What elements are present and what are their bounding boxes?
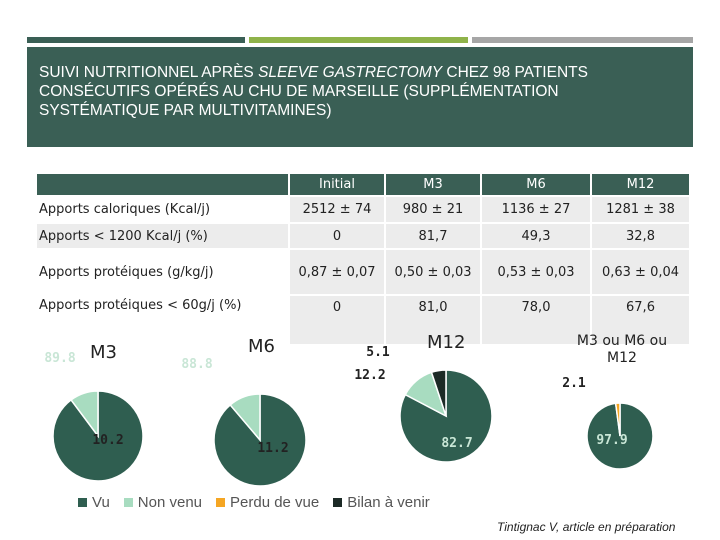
chart-title: M3 [90,342,117,363]
col-header: M12 [590,174,689,196]
col-header: Initial [288,174,385,196]
chart-legend: Vu Non venu Perdu de vue Bilan à venir [78,494,430,511]
row-label: Apports < 1200 Kcal/j (%) [37,222,289,249]
title-italic: SLEEVE GASTRECTOMY [258,64,443,81]
top-accent-bar-dark [27,37,245,43]
col-header: M6 [480,174,591,196]
table-cell: 81,0 [384,294,481,344]
pie-slice [430,369,447,417]
legend-label: Vu [92,494,110,511]
table-row: Apports caloriques (Kcal/j) 2512 ± 74 98… [37,195,689,223]
table-row: Apports < 1200 Kcal/j (%) 0 81,7 49,3 32… [37,222,689,249]
legend-label: Bilan à venir [347,494,430,511]
data-label: 2.1 [562,376,586,391]
data-label: 12.2 [354,368,385,383]
table-row: Apports protéiques (g/kg/j) 0,87 ± 0,07 … [37,248,689,295]
legend-item: Perdu de vue [216,494,319,511]
chart-title: M3 ou M6 ou M12 [577,333,667,366]
legend-swatch [78,498,87,507]
nutrition-table: Initial M3 M6 M12 Apports caloriques (Kc… [37,174,689,344]
table-cell: 0,53 ± 0,03 [480,248,591,295]
chart-title: M6 [248,336,275,357]
slide-title: SUIVI NUTRITIONNEL APRÈS SLEEVE GASTRECT… [27,47,693,147]
table-cell: 49,3 [480,222,591,249]
data-label: 5.1 [366,345,390,360]
table-cell: 32,8 [590,222,689,249]
table-header-row: Initial M3 M6 M12 [37,174,689,196]
table-row: Apports protéiques < 60g/j (%) 0 81,0 78… [37,294,689,344]
data-label: 10.2 [92,433,123,448]
table-cell: 78,0 [480,294,591,344]
table-cell: 2512 ± 74 [288,195,385,223]
legend-label: Non venu [137,494,203,511]
pie-slice [70,390,99,439]
legend-swatch [123,498,133,507]
col-header: M3 [384,174,481,196]
table-cell: 0,50 ± 0,03 [384,248,481,295]
table-cell: 67,6 [590,294,689,344]
pie-slice [229,393,261,443]
legend-swatch [333,498,343,507]
row-label: Apports caloriques (Kcal/j) [37,195,289,223]
data-label: 97.9 [596,433,627,448]
chart-title: M12 [427,332,465,353]
top-accent-bar-green [249,37,468,43]
table-cell: 0,63 ± 0,04 [590,248,689,295]
chart-title-line: M3 ou M6 ou [577,333,667,349]
legend-item: Non venu [123,494,203,511]
table-header-blank [37,174,289,196]
table-cell: 1281 ± 38 [590,195,689,223]
table-cell: 0 [288,294,385,344]
legend-item: Bilan à venir [333,494,430,511]
table-cell: 0 [288,222,385,249]
data-label: 11.2 [257,441,288,456]
table-cell: 0,87 ± 0,07 [288,248,385,295]
chart-title-line: M12 [607,350,637,366]
top-accent-bar-gray [472,37,693,43]
title-part1: SUIVI NUTRITIONNEL APRÈS [39,64,259,81]
data-label: 88.8 [181,357,212,372]
table-cell: 980 ± 21 [384,195,481,223]
source-credit: Tintignac V, article en préparation [497,520,676,534]
legend-label: Perdu de vue [230,494,320,511]
legend-swatch [216,498,226,507]
data-label: 82.7 [441,436,472,451]
legend-item: Vu [78,494,110,511]
pie-slice [614,402,621,437]
data-label: 89.8 [44,351,75,366]
table-cell: 1136 ± 27 [480,195,591,223]
row-label: Apports protéiques < 60g/j (%) [37,294,289,344]
title-part2: CHEZ 98 PATIENTS CONSÉCUTIFS OPÉRÉS AU C… [39,64,588,119]
row-label: Apports protéiques (g/kg/j) [37,248,289,295]
table-cell: 81,7 [384,222,481,249]
